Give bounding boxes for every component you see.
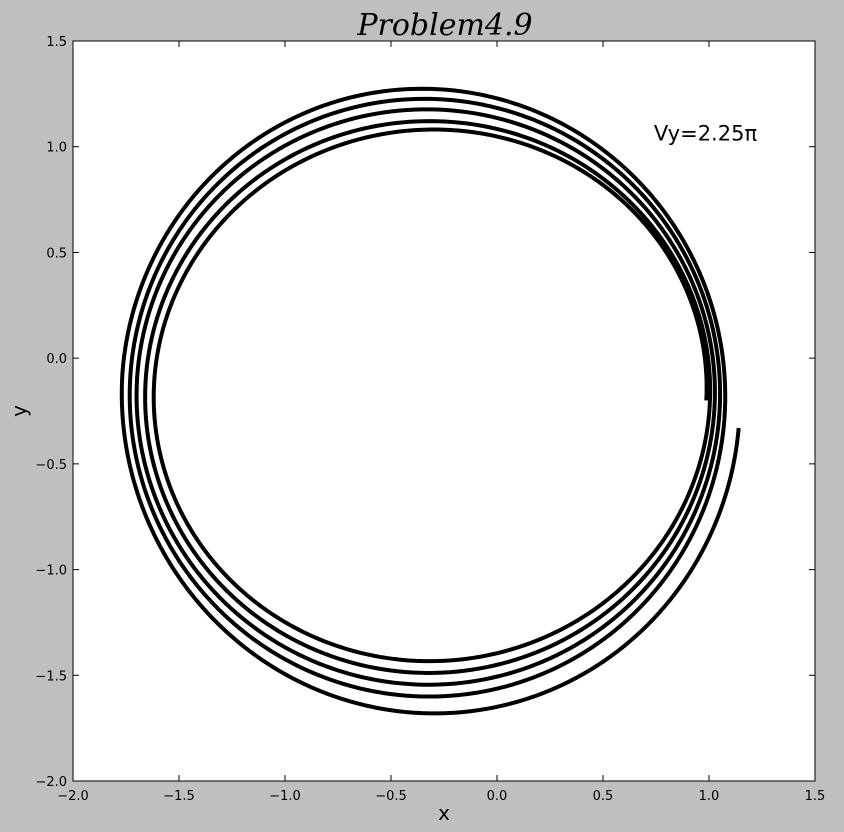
y-tick-label: −1.0 [35, 564, 67, 579]
orbit-line [119, 86, 741, 716]
x-tick-label: −0.5 [375, 789, 407, 804]
x-tick-label: −1.5 [163, 789, 195, 804]
plot-area [72, 40, 816, 782]
y-tick-label: −2.0 [35, 775, 67, 790]
y-axis-label: y [7, 405, 31, 417]
chart-title: Problem4.9 [356, 8, 532, 43]
y-tick-label: 1.0 [46, 141, 67, 156]
axis-ticks: −2.0 −1.5 −1.0 −0.5 0.0 0.5 1.0 1.5 −2.0 −1.5 −1.0… [35, 35, 825, 804]
x-tick-label: 1.0 [699, 789, 720, 804]
y-tick-label: 1.5 [46, 35, 67, 50]
x-tick-label: −1.0 [269, 789, 301, 804]
x-tick-label: 0.5 [593, 789, 614, 804]
x-tick-label: 1.5 [805, 789, 826, 804]
velocity-annotation: Vy=2.25π [654, 121, 758, 145]
y-tick-label: −1.5 [35, 669, 67, 684]
orbit-curve [119, 86, 741, 716]
y-tick-label: 0.0 [46, 352, 67, 367]
y-tick-label: −0.5 [35, 458, 67, 473]
y-tick-label: 0.5 [46, 246, 67, 261]
x-tick-label: 0.0 [487, 789, 508, 804]
x-axis-label: x [438, 801, 450, 825]
x-tick-label: −2.0 [57, 789, 89, 804]
